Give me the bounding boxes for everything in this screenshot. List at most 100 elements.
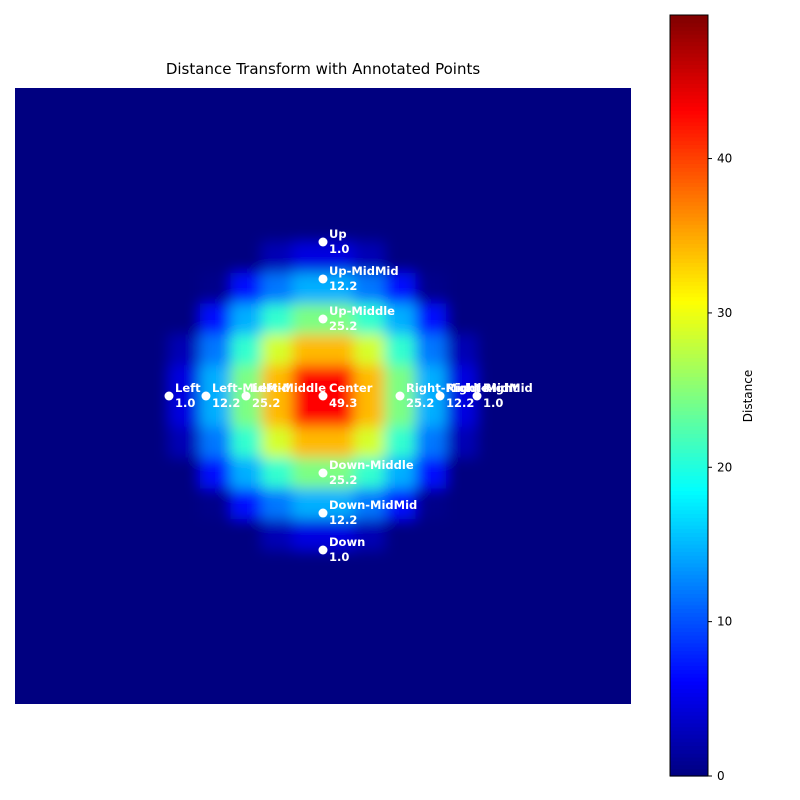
colorbar-strip (670, 699, 708, 705)
point-value: 12.2 (329, 513, 357, 527)
heatmap-cell (292, 673, 324, 704)
heatmap-cell (446, 488, 478, 520)
heatmap-cell (507, 242, 540, 274)
heatmap-cell (169, 149, 201, 181)
heatmap-cell (477, 673, 509, 704)
colorbar-strip (670, 650, 708, 655)
colorbar-strip (670, 83, 708, 88)
heatmap-cell (199, 673, 232, 704)
heatmap-cell (569, 642, 601, 674)
heatmap-cell (76, 550, 108, 582)
colorbar-strip (670, 707, 708, 712)
heatmap-cell (507, 303, 540, 335)
colorbar-strip (670, 562, 708, 568)
colorbar-strip (670, 140, 708, 145)
heatmap-cell (107, 88, 139, 120)
heatmap-cell (292, 180, 324, 212)
heatmap-cell (477, 365, 509, 397)
point (318, 508, 328, 518)
colorbar-strip (670, 292, 708, 298)
colorbar-strip (670, 597, 708, 602)
colorbar-strip (670, 703, 708, 709)
point (318, 314, 328, 324)
colorbar-strip (670, 250, 708, 256)
colorbar-strip (670, 498, 708, 503)
heatmap-cell (76, 673, 108, 704)
point (318, 545, 328, 555)
colorbar-strip (670, 616, 708, 621)
heatmap-cell (261, 488, 293, 520)
heatmap-cell (261, 272, 293, 305)
point-name: Right (483, 381, 518, 395)
colorbar-strip (670, 311, 708, 317)
heatmap-cell (446, 519, 478, 551)
heatmap-cell (507, 272, 540, 305)
heatmap-cell (169, 180, 201, 212)
colorbar-strip (670, 722, 708, 728)
colorbar-strip (670, 536, 708, 541)
heatmap-cell (261, 88, 293, 120)
colorbar-strip (670, 315, 708, 320)
heatmap-cell (323, 519, 355, 551)
colorbar-strip (670, 193, 708, 199)
heatmap-cell (415, 611, 447, 643)
colorbar-strip (670, 49, 708, 54)
point (201, 391, 211, 401)
heatmap-cell (230, 550, 262, 582)
colorbar-strip (670, 749, 708, 754)
colorbar-strip (670, 753, 708, 758)
heatmap-cell (415, 519, 447, 551)
colorbar-strip (670, 182, 708, 187)
heatmap-cell (45, 334, 78, 366)
chart-title: Distance Transform with Annotated Points (166, 60, 480, 78)
heatmap-cell (199, 334, 232, 366)
heatmap-cell (569, 334, 601, 366)
heatmap-cell (600, 550, 631, 582)
heatmap-cell (138, 242, 170, 274)
point-value: 12.2 (446, 396, 474, 410)
heatmap-cell (169, 396, 201, 428)
heatmap-cell (107, 365, 139, 397)
heatmap-cell (15, 303, 47, 335)
colorbar-strip (670, 718, 708, 724)
colorbar-strip (670, 391, 708, 397)
colorbar-strip (670, 658, 708, 663)
heatmap-cell (323, 396, 355, 428)
heatmap-cell (107, 519, 139, 551)
heatmap-cell (230, 580, 262, 613)
heatmap-cell (261, 211, 293, 243)
heatmap-cell (292, 365, 324, 397)
heatmap-cell (199, 88, 232, 120)
heatmap-cell (538, 211, 570, 243)
heatmap-cell (292, 550, 324, 582)
colorbar-strip (670, 711, 708, 716)
heatmap-cell (292, 149, 324, 181)
heatmap-cell (292, 211, 324, 243)
heatmap-cell (230, 642, 262, 674)
colorbar-strip (670, 669, 708, 674)
heatmap-cell (415, 457, 447, 489)
colorbar-strip (670, 281, 708, 286)
heatmap-cell (446, 180, 478, 212)
heatmap-cell (384, 88, 416, 120)
heatmap-cell (384, 365, 416, 397)
heatmap-cell (230, 519, 262, 551)
colorbar-strip (670, 136, 708, 142)
point-value: 1.0 (175, 396, 195, 410)
heatmap-cell (384, 519, 416, 551)
heatmap-cell (169, 457, 201, 489)
heatmap-cell (384, 334, 416, 366)
heatmap-cell (230, 426, 262, 459)
colorbar-strip (670, 677, 708, 682)
colorbar-strip (670, 98, 708, 104)
colorbar-strip (670, 327, 708, 332)
heatmap-cell (76, 396, 108, 428)
colorbar-strip (670, 117, 708, 123)
colorbar-strip (670, 734, 708, 739)
heatmap-cell (76, 149, 108, 181)
heatmap-cell (76, 180, 108, 212)
colorbar-strip (670, 486, 708, 492)
heatmap-cell (569, 149, 601, 181)
heatmap-cell (507, 642, 540, 674)
heatmap-cell (169, 365, 201, 397)
